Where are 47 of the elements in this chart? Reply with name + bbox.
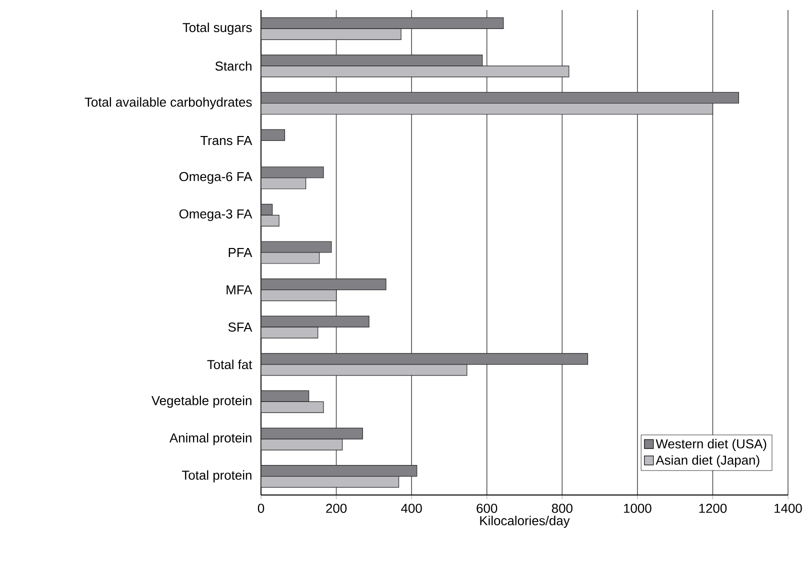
x-tick-label: 600	[476, 504, 498, 513]
bar	[261, 316, 370, 328]
bar	[261, 390, 310, 402]
bar	[261, 401, 324, 414]
x-tick-label: 1000	[624, 504, 652, 513]
bar	[261, 465, 418, 477]
bar	[261, 92, 739, 104]
bar	[261, 66, 570, 78]
x-tick-label: 1200	[699, 504, 727, 513]
y-tick-label: Animal protein	[169, 432, 252, 446]
y-tick-label: Omega-6 FA	[179, 172, 252, 184]
bar	[261, 364, 468, 376]
bar	[261, 54, 483, 66]
y-tick-label: Vegetable protein	[151, 396, 252, 408]
x-tick-label: 800	[552, 504, 572, 513]
bar	[261, 241, 332, 253]
legend-label: Western diet (USA)	[656, 438, 766, 451]
x-axis-title: Kilocalories/day	[480, 516, 570, 528]
x-tick-label: 1400	[774, 504, 802, 513]
bar	[261, 290, 337, 302]
x-tick-label: 400	[401, 504, 422, 513]
bar	[261, 326, 318, 338]
y-tick-label: Starch	[215, 61, 252, 71]
bar	[261, 28, 402, 40]
y-tick-label: SFA	[228, 322, 252, 332]
bar	[261, 214, 280, 226]
bar	[261, 17, 504, 29]
y-tick-label: PFA	[228, 248, 252, 257]
bar	[261, 166, 324, 178]
y-tick-label: Total protein	[182, 470, 252, 482]
x-tick-label: 200	[326, 504, 347, 513]
legend-label: Asian diet (Japan)	[656, 455, 760, 468]
bar	[261, 476, 400, 488]
y-tick-label: Total fat	[207, 360, 252, 370]
bar	[261, 353, 588, 365]
y-tick-label: Trans FA	[200, 136, 252, 146]
bar	[261, 252, 320, 264]
y-tick-label: MFA	[226, 285, 252, 294]
bar	[261, 438, 343, 450]
bar	[261, 178, 306, 190]
bar	[261, 428, 363, 440]
bar	[261, 278, 386, 290]
x-tick-label: 0	[258, 504, 264, 513]
y-tick-label: Total available carbohydrates	[84, 97, 252, 110]
y-tick-label: Total sugars	[182, 22, 252, 35]
y-tick-label: Omega-3 FA	[179, 209, 252, 222]
bar	[261, 102, 714, 115]
